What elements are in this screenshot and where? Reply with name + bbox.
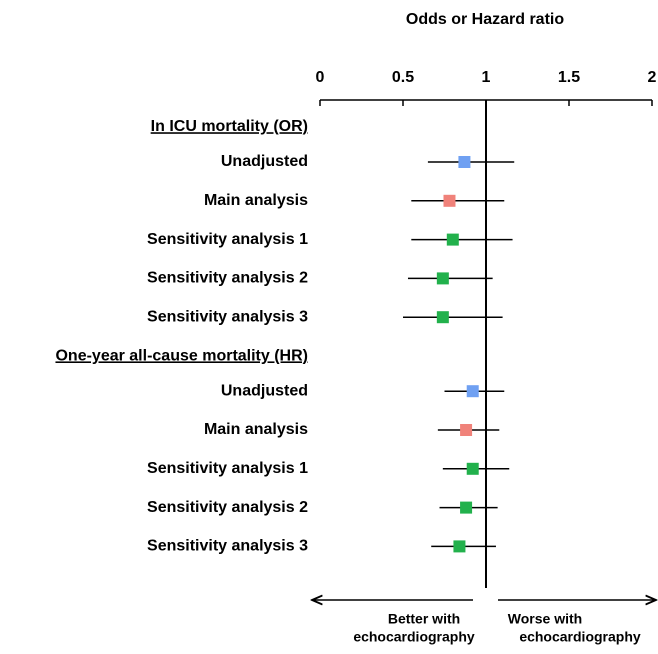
row-label: Sensitivity analysis 2 (147, 499, 308, 516)
group-header: In ICU mortality (OR) (151, 118, 308, 135)
row-label: Sensitivity analysis 3 (147, 538, 308, 555)
point-estimate (466, 385, 479, 398)
point-estimate (443, 194, 456, 207)
row-label: Sensitivity analysis 3 (147, 308, 308, 325)
row-label: Unadjusted (221, 153, 308, 170)
row-label: Main analysis (204, 421, 308, 438)
point-estimate (436, 272, 449, 285)
point-estimate (460, 501, 473, 514)
point-estimate (460, 424, 473, 436)
right-note: Worse with (508, 611, 582, 627)
x-tick-label: 2 (648, 69, 657, 86)
row-label: Main analysis (204, 192, 308, 209)
point-estimate (458, 156, 471, 168)
point-estimate (466, 462, 479, 475)
row-label: Sensitivity analysis 2 (147, 270, 308, 287)
row-label: Sensitivity analysis 1 (147, 460, 308, 477)
x-tick-label: 1 (482, 69, 491, 86)
x-tick-label: 1.5 (558, 69, 580, 86)
row-label: Unadjusted (221, 382, 308, 399)
x-tick-label: 0 (316, 69, 325, 86)
group-header: One-year all-cause mortality (HR) (55, 347, 308, 364)
right-note: echocardiography (519, 629, 641, 645)
x-tick-label: 0.5 (392, 69, 414, 86)
left-note: Better with (388, 611, 460, 627)
left-note: echocardiography (353, 629, 475, 645)
row-label: Sensitivity analysis 1 (147, 231, 308, 248)
point-estimate (453, 540, 466, 553)
point-estimate (436, 311, 449, 324)
point-estimate (446, 233, 459, 246)
chart-title: Odds or Hazard ratio (406, 11, 564, 28)
